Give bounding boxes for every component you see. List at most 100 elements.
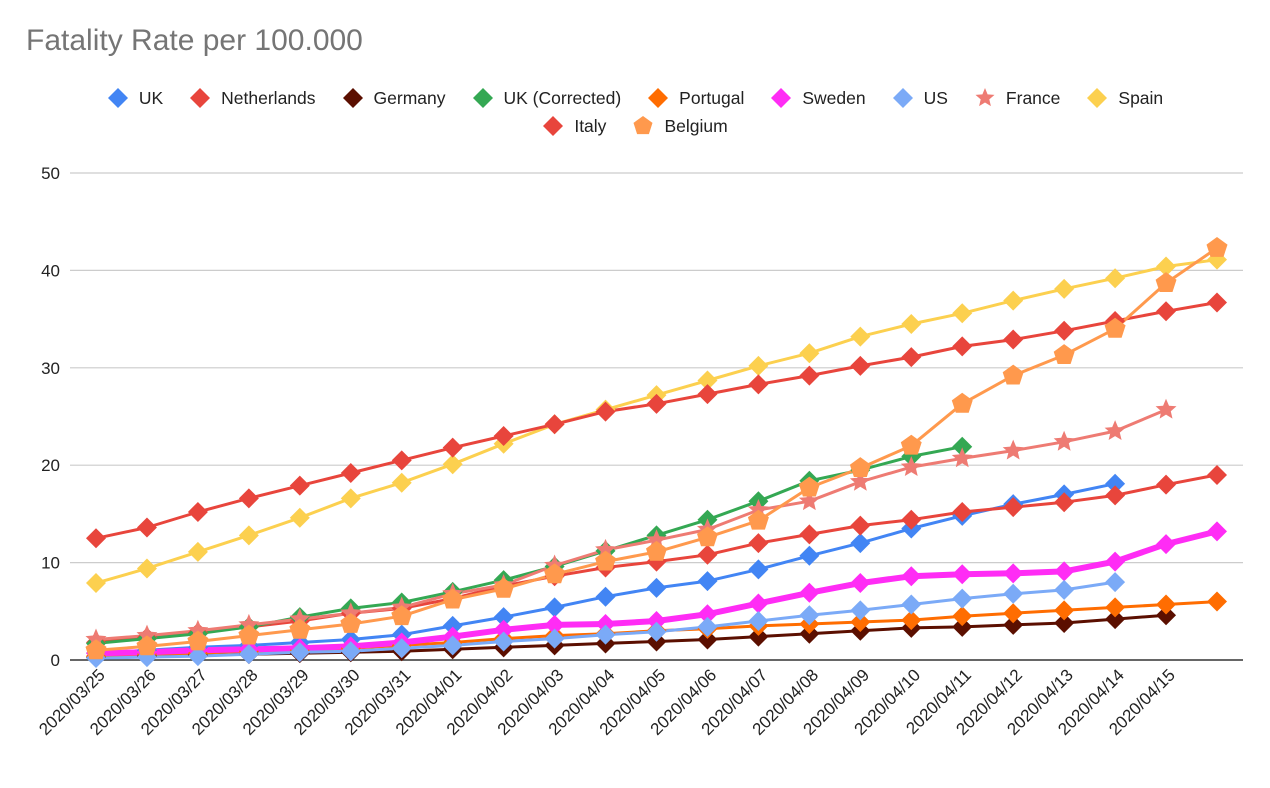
data-point-germany [748,626,769,647]
data-point-spain [748,355,769,376]
data-point-italy [136,517,157,538]
data-point-germany [697,629,718,650]
legend-item[interactable]: Sweden [770,87,866,109]
data-point-us [289,642,310,663]
data-point-us [646,621,667,642]
data-point-belgium [595,550,616,571]
data-point-italy [391,450,412,471]
data-point-sweden [493,619,514,640]
data-point-spain [1054,278,1075,299]
data-point-netherlands [1054,492,1075,513]
diamond-marker-icon [648,88,669,108]
data-point-uk [646,577,667,598]
data-point-italy [442,437,463,458]
legend-label: Netherlands [221,87,316,108]
data-point-sweden [901,566,922,587]
data-point-italy [493,425,514,446]
data-point-spain [442,454,463,475]
data-point-belgium [544,563,566,584]
legend-label: US [923,87,948,108]
data-point-us [187,646,208,667]
data-point-uk [697,571,718,592]
data-point-us [901,594,922,615]
diamond-marker-icon [543,116,564,136]
data-point-portugal [1105,597,1126,618]
data-point-uk [493,607,514,628]
data-point-spain [1003,290,1024,311]
data-point-sweden [748,593,769,614]
data-point-sweden [1054,561,1075,582]
data-point-uk [1105,473,1126,494]
legend-item[interactable]: Netherlands [189,87,316,109]
data-point-sweden [544,614,565,635]
legend-item[interactable]: France [974,87,1060,109]
data-point-belgium [697,526,718,547]
legend-item[interactable]: Germany [342,87,446,109]
data-point-italy [86,528,106,549]
data-point-france [1104,420,1126,440]
data-point-italy [289,475,310,496]
data-point-us [340,641,361,662]
data-point-spain [289,507,310,528]
data-point-italy [544,414,565,435]
data-point-spain [850,326,871,347]
legend-item[interactable]: Portugal [647,87,744,109]
legend-item[interactable]: US [892,87,948,109]
data-point-sweden [1105,551,1126,572]
series-markers [85,237,1228,669]
legend-label: Belgium [664,115,728,136]
series-line-france [95,408,1167,641]
data-point-spain [901,313,922,334]
data-point-netherlands [697,544,718,565]
data-point-italy [187,501,208,522]
legend-item[interactable]: Spain [1086,87,1163,109]
data-point-belgium [340,613,362,633]
y-axis-ticks: 0 10 20 30 40 50 [41,164,60,670]
diamond-marker-icon [1087,88,1108,108]
legend-label: Sweden [802,87,866,108]
data-point-germany [952,616,973,637]
legend-item[interactable]: Belgium [632,115,728,137]
data-point-sweden [646,611,667,632]
data-point-france [951,447,973,468]
data-point-spain [391,472,412,493]
data-point-portugal [1156,594,1177,615]
data-point-uk [799,545,820,566]
diamond-marker-icon [342,88,363,108]
data-point-spain [340,488,361,509]
data-point-spain [952,303,973,324]
data-point-belgium [85,639,107,660]
data-point-germany [1105,609,1126,630]
data-point-france [1002,439,1024,460]
chart-title: Fatality Rate per 100.000 [26,24,363,57]
y-tick-label: 10 [41,554,60,573]
data-point-france [595,538,616,559]
data-point-belgium [747,509,769,530]
data-point-belgium [493,577,515,598]
data-point-portugal [952,606,973,627]
legend-label: UK (Corrected) [503,87,622,108]
data-point-belgium [646,540,667,561]
data-point-belgium [1053,344,1075,364]
data-point-us [238,644,259,665]
data-point-italy [238,488,259,509]
x-axis-ticks: 2020/03/252020/03/262020/03/272020/03/28… [35,665,1179,739]
data-point-spain [697,370,718,391]
data-point-us [850,600,871,621]
data-point-sweden [952,564,973,585]
data-point-italy [901,347,922,368]
legend-item[interactable]: UK (Corrected) [472,87,622,109]
data-point-italy [850,355,871,376]
data-point-netherlands [799,524,820,545]
legend-item[interactable]: UK [107,87,163,109]
y-tick-label: 20 [41,456,60,475]
data-point-italy [697,384,718,405]
data-point-us [1003,583,1024,604]
data-point-belgium [951,392,973,413]
legend-item[interactable]: Italy [542,115,606,137]
data-point-france [798,490,820,511]
data-point-italy [1054,320,1075,341]
data-point-belgium [900,434,922,455]
data-point-us [1054,579,1075,600]
